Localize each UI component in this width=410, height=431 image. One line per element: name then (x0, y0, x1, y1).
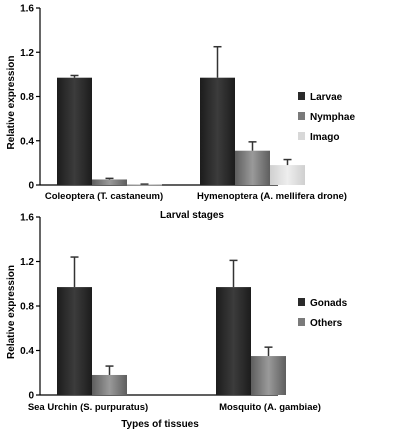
legend-swatch-imago (298, 132, 305, 140)
legend-label-others: Others (310, 318, 343, 329)
bar-gonads-0 (57, 287, 92, 395)
y-tick-label: 0.8 (20, 92, 34, 103)
bar-larvae-0 (57, 77, 92, 185)
x-axis-label: Larval stages (160, 210, 224, 221)
y-tick-label: 1.2 (20, 257, 34, 268)
bar-others-1 (251, 356, 286, 395)
y-axis-label: Relative expression (6, 265, 17, 359)
legend-label-imago: Imago (310, 132, 339, 143)
category-label-1: Hymenoptera (A. mellifera drone) (197, 191, 347, 202)
legend-label-gonads: Gonads (310, 298, 348, 309)
y-tick-label: 0 (28, 181, 34, 192)
y-axis-label: Relative expression (6, 56, 17, 150)
y-tick-label: 0.4 (20, 136, 34, 147)
y-tick-label: 0.8 (20, 302, 34, 313)
chart-larval-stages: 0 0.4 0.8 1.2 1.6 Relative expression Coleopte… (6, 4, 355, 222)
y-tick-label: 0 (28, 391, 34, 402)
y-tick-label: 1.2 (20, 48, 34, 59)
legend-label-nymphae: Nymphae (310, 112, 355, 123)
legend-swatch-larvae (298, 92, 305, 100)
legend-label-larvae: Larvae (310, 92, 343, 103)
bar-gonads-1 (216, 287, 251, 395)
x-axis-label: Types of tissues (121, 419, 199, 430)
legend-swatch-gonads (298, 298, 305, 306)
legend-swatch-others (298, 318, 305, 326)
y-tick-label: 1.6 (20, 213, 34, 224)
bar-imago-1 (270, 165, 305, 185)
y-tick-label: 1.6 (20, 4, 34, 15)
bar-others-0 (92, 374, 127, 395)
bar-nymphae-1 (235, 150, 270, 185)
bar-larvae-1 (200, 77, 235, 185)
legend-swatch-nymphae (298, 112, 305, 120)
bar-nymphae-0 (92, 179, 127, 185)
chart-types-of-tissues: 0 0.4 0.8 1.2 1.6 Relative expression Sea Urch… (6, 213, 348, 431)
category-label-1: Mosquito (A. gambiae) (219, 402, 321, 413)
category-label-0: Coleoptera (T. castaneum) (45, 191, 163, 202)
y-tick-label: 0.4 (20, 346, 34, 357)
category-label-0: Sea Urchin (S. purpuratus) (28, 402, 148, 413)
